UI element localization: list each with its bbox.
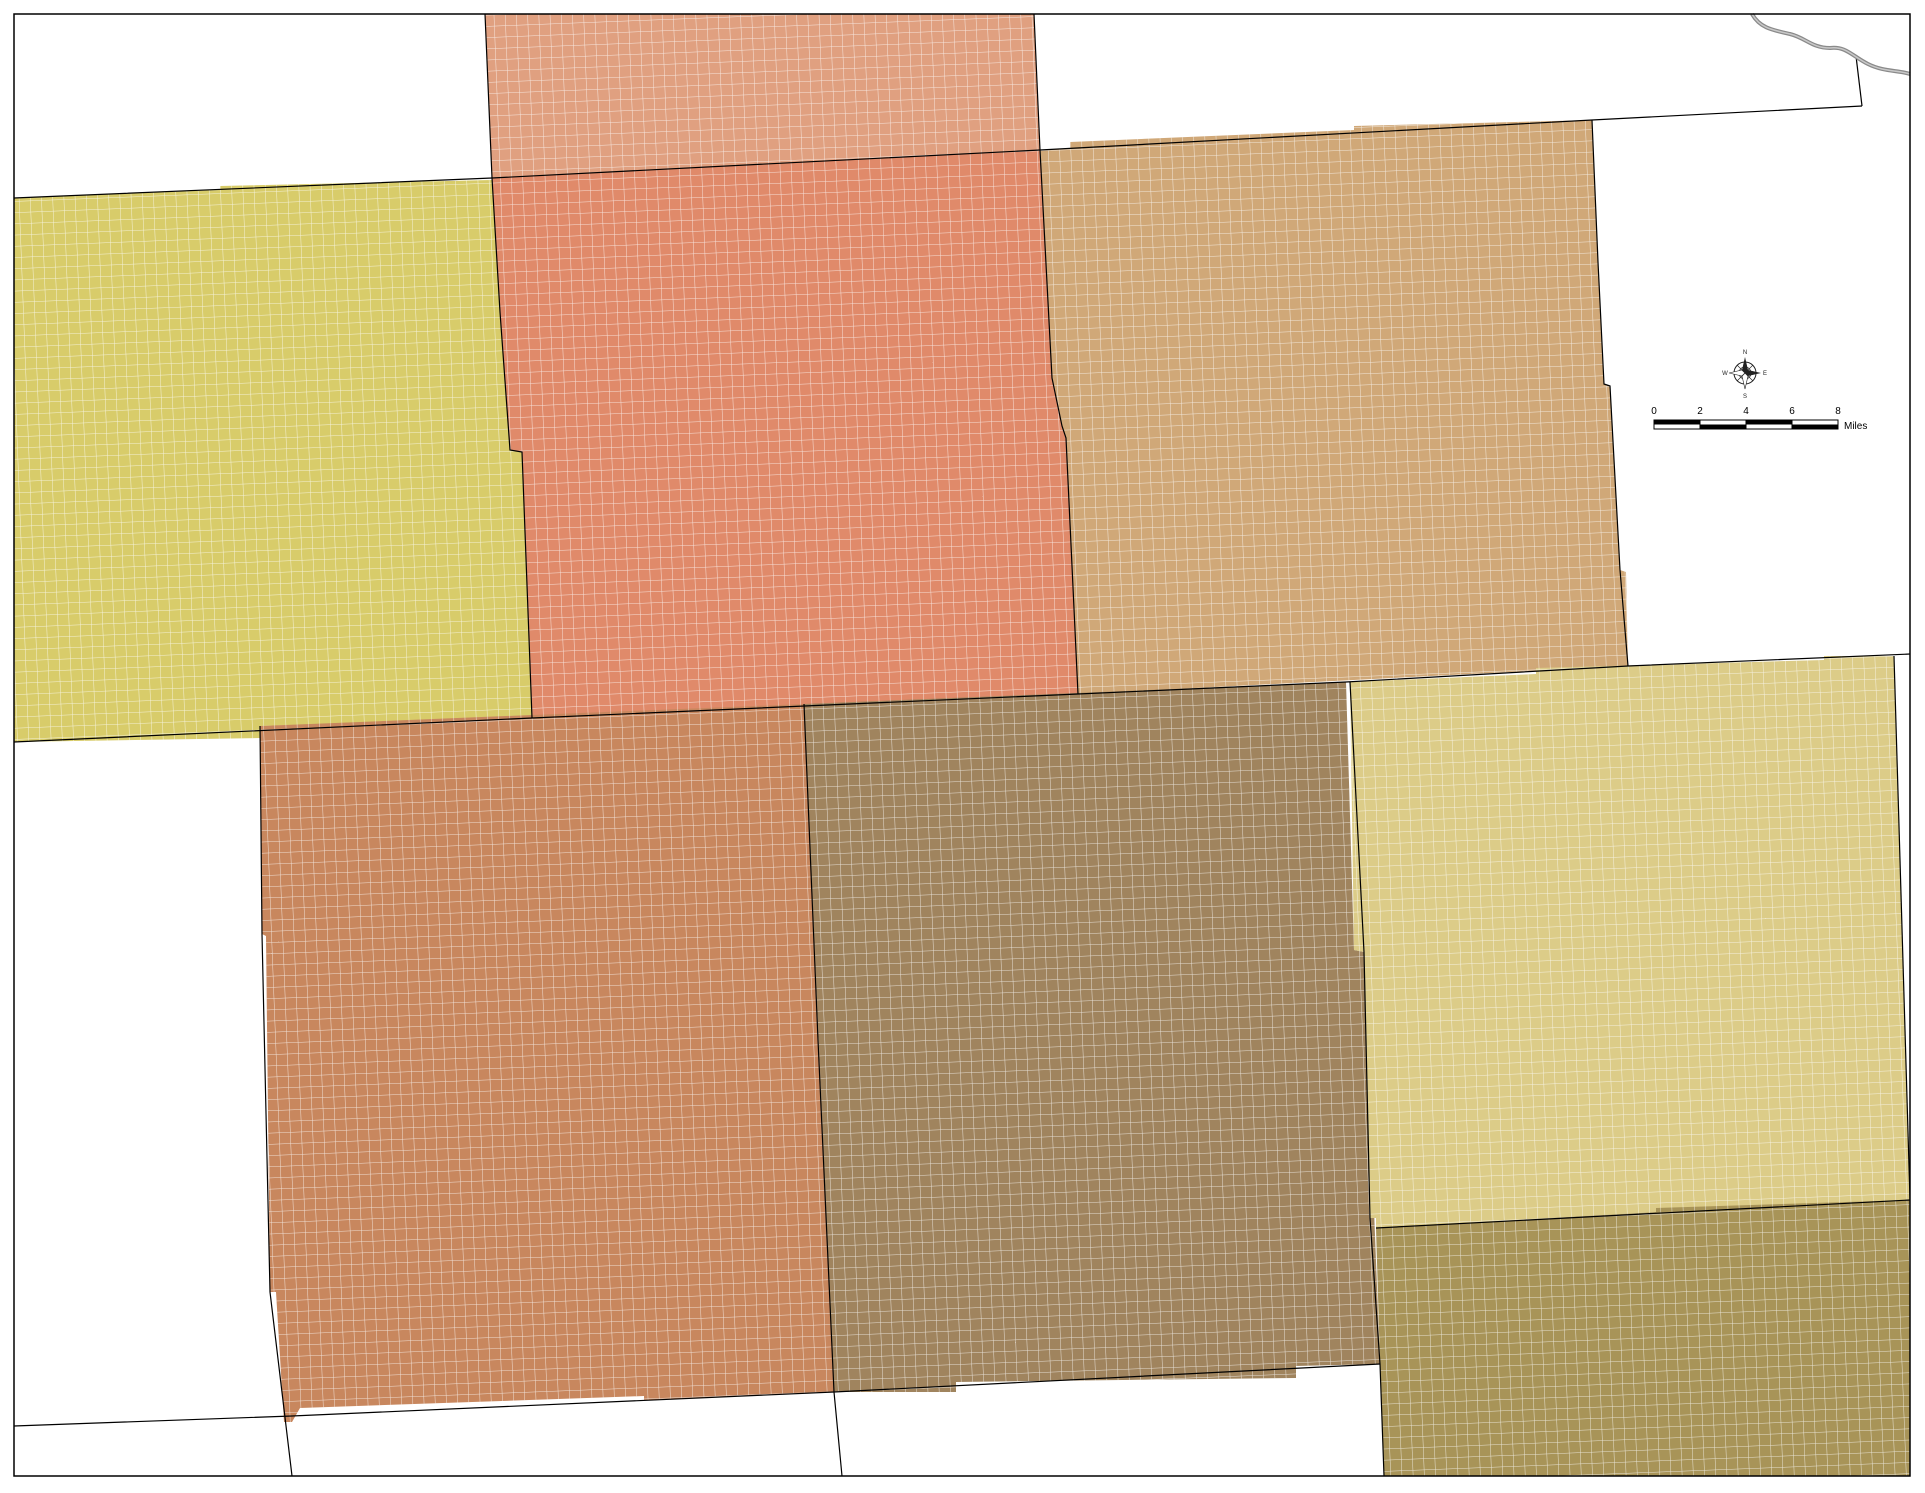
county-far-south-east[interactable] bbox=[1376, 1200, 1910, 1476]
scale-tick-6: 6 bbox=[1789, 406, 1795, 417]
county-south-east[interactable] bbox=[1350, 656, 1910, 1228]
compass-rose: N S E W bbox=[1722, 350, 1767, 400]
map-border bbox=[13, 13, 1911, 1477]
county-south-west[interactable] bbox=[260, 704, 834, 1422]
county-boundaries bbox=[14, 14, 1910, 1476]
scale-tick-0: 0 bbox=[1651, 406, 1657, 417]
compass-s-label: S bbox=[1743, 394, 1747, 400]
county-north-center[interactable] bbox=[485, 14, 1040, 178]
compass-n-label: N bbox=[1743, 350, 1747, 356]
scale-tick-4: 4 bbox=[1743, 406, 1749, 417]
county-center[interactable] bbox=[492, 150, 1078, 718]
county-east[interactable] bbox=[1040, 120, 1628, 694]
compass-w-label: W bbox=[1722, 371, 1728, 377]
scale-tick-2: 2 bbox=[1697, 406, 1703, 417]
county-west[interactable] bbox=[14, 180, 532, 742]
compass-e-label: E bbox=[1763, 371, 1767, 377]
county-layer bbox=[14, 14, 1910, 1476]
scale-bar: 0 2 4 6 8 Miles bbox=[1651, 406, 1867, 432]
scale-tick-8: 8 bbox=[1835, 406, 1841, 417]
scale-unit-label: Miles bbox=[1844, 421, 1867, 432]
county-south-center[interactable] bbox=[804, 682, 1380, 1392]
